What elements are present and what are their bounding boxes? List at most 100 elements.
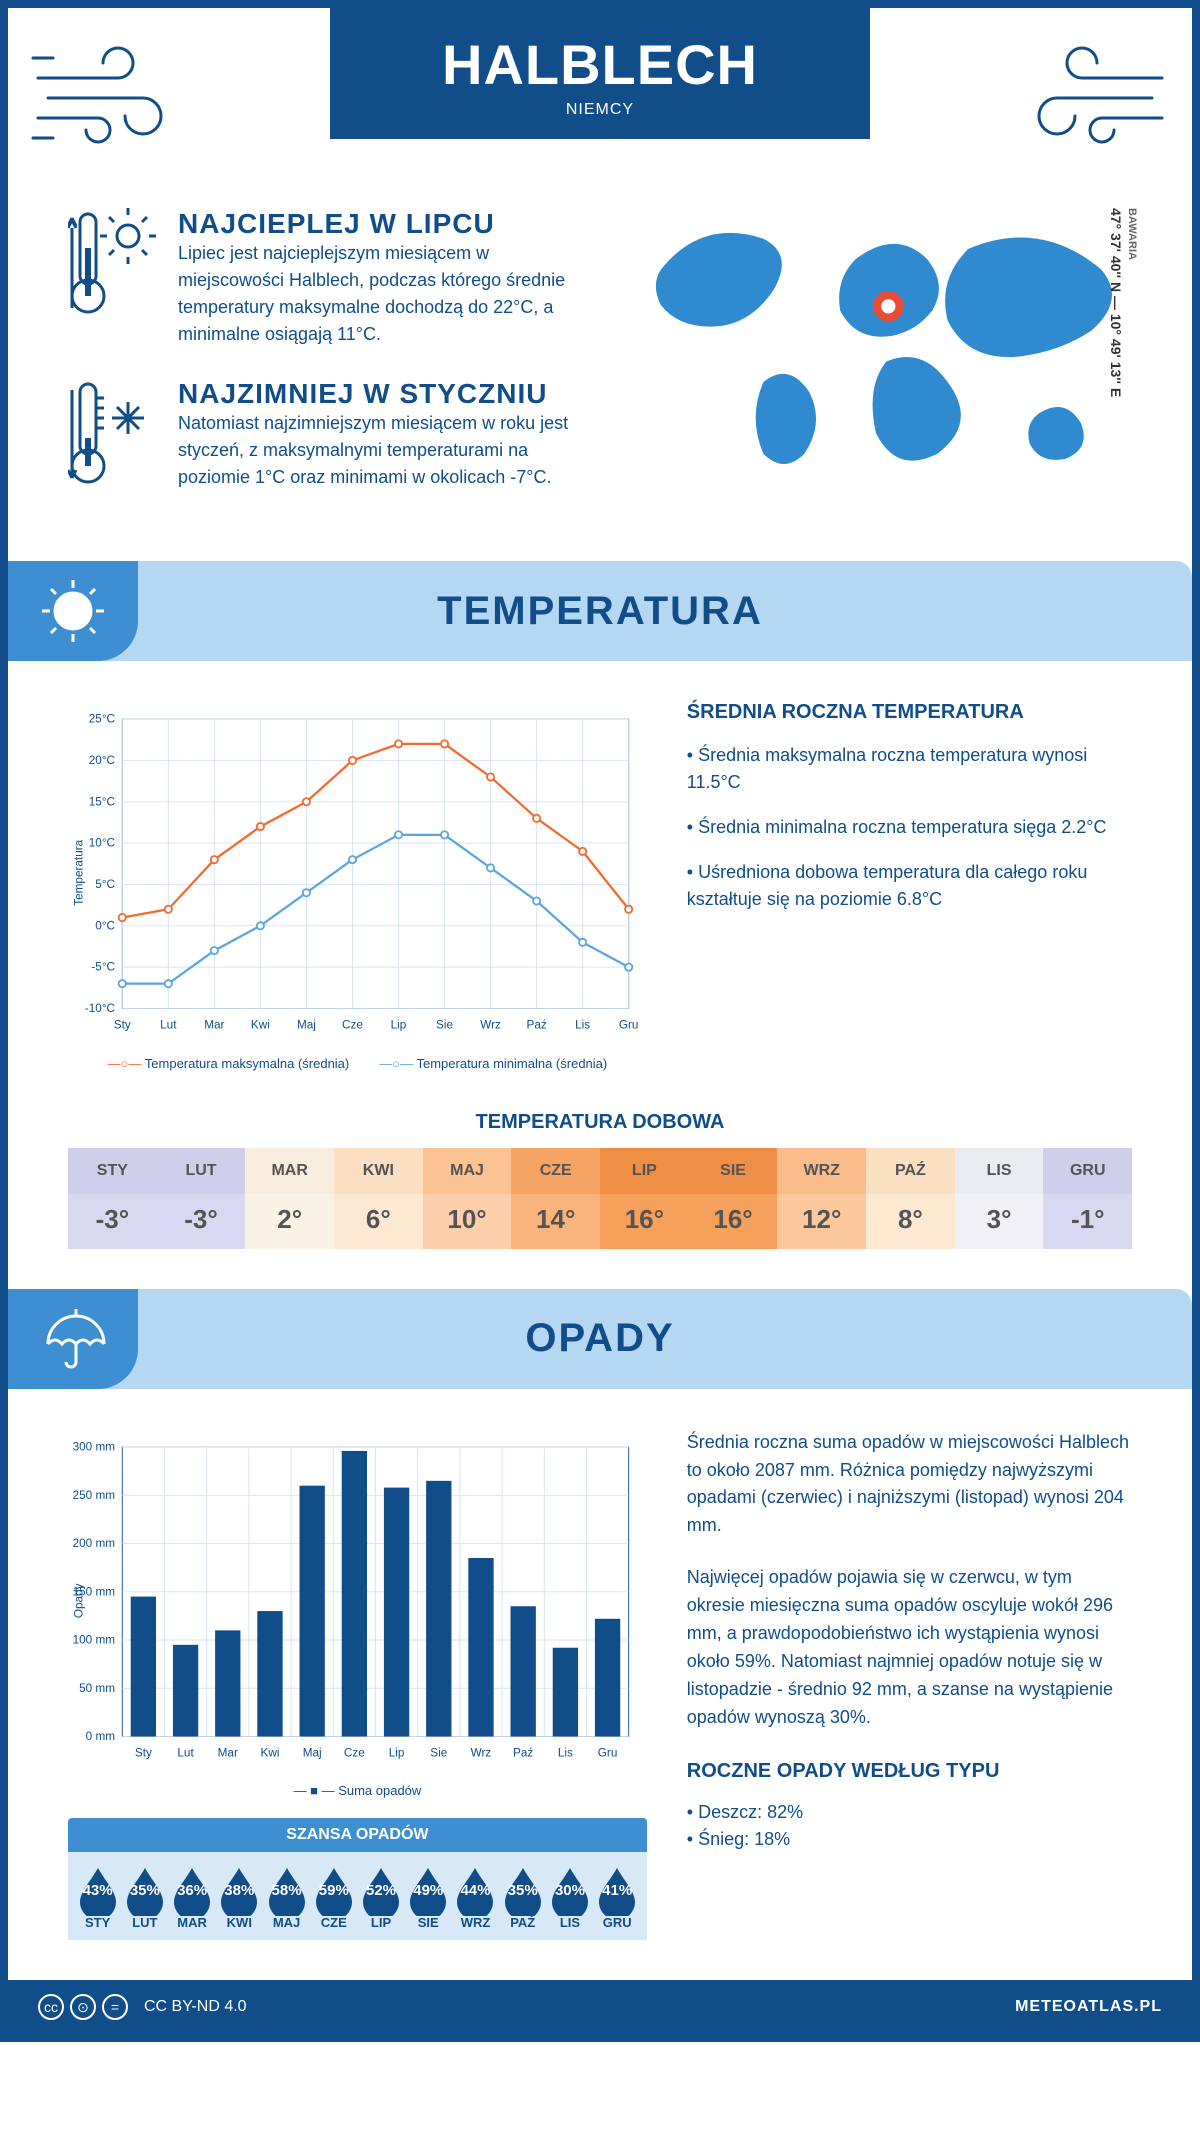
temperature-summary: ŚREDNIA ROCZNA TEMPERATURA Średnia maksy… xyxy=(687,701,1132,1071)
svg-text:0 mm: 0 mm xyxy=(86,1730,116,1743)
svg-text:Wrz: Wrz xyxy=(471,1746,492,1759)
intro-text-column: NAJCIEPLEJ W LIPCU Lipiec jest najcieple… xyxy=(68,208,580,521)
city-title: HALBLECH xyxy=(340,32,860,97)
chance-col: 36%MAR xyxy=(168,1866,215,1930)
svg-text:-10°C: -10°C xyxy=(85,1002,116,1015)
svg-text:Gru: Gru xyxy=(619,1018,639,1031)
sun-icon xyxy=(8,561,138,661)
svg-text:Lip: Lip xyxy=(389,1746,405,1759)
annual-temp-line1: Średnia maksymalna roczna temperatura wy… xyxy=(687,742,1132,796)
chance-col: 58%MAJ xyxy=(263,1866,310,1930)
coords-value: 47° 37' 40'' N — 10° 49' 13'' E xyxy=(1108,208,1124,397)
precip-snow: • Śnieg: 18% xyxy=(687,1826,1132,1854)
daily-col: MAJ10° xyxy=(423,1148,512,1249)
svg-text:Mar: Mar xyxy=(218,1746,238,1759)
svg-text:Kwi: Kwi xyxy=(251,1018,270,1031)
daily-col: MAR2° xyxy=(245,1148,334,1249)
title-banner: HALBLECH NIEMCY xyxy=(330,8,870,139)
annual-temp-line3: Uśredniona dobowa temperatura dla całego… xyxy=(687,859,1132,913)
svg-text:Lis: Lis xyxy=(575,1018,590,1031)
svg-text:100 mm: 100 mm xyxy=(73,1633,116,1646)
wind-decoration-left-icon xyxy=(28,28,208,153)
site-name: METEOATLAS.PL xyxy=(1015,1998,1162,2016)
svg-text:50 mm: 50 mm xyxy=(79,1681,115,1694)
daily-col: LIP16° xyxy=(600,1148,689,1249)
svg-text:Maj: Maj xyxy=(303,1746,322,1759)
precipitation-section-header: OPADY xyxy=(8,1289,1192,1389)
svg-text:15°C: 15°C xyxy=(89,795,116,808)
svg-text:Temperatura: Temperatura xyxy=(72,839,85,905)
precipitation-chance-panel: SZANSA OPADÓW 43%STY35%LUT36%MAR38%KWI58… xyxy=(68,1818,647,1940)
chance-row: 43%STY35%LUT36%MAR38%KWI58%MAJ59%CZE52%L… xyxy=(68,1852,647,1940)
svg-text:250 mm: 250 mm xyxy=(73,1489,116,1502)
precip-paragraph-1: Średnia roczna suma opadów w miejscowośc… xyxy=(687,1429,1132,1541)
svg-text:Maj: Maj xyxy=(297,1018,316,1031)
daily-col: GRU-1° xyxy=(1043,1148,1132,1249)
chance-col: 43%STY xyxy=(74,1866,121,1930)
chance-col: 35%PAŹ xyxy=(499,1866,546,1930)
warmest-title: NAJCIEPLEJ W LIPCU xyxy=(178,208,580,240)
coordinates-label: BAWARIA 47° 37' 40'' N — 10° 49' 13'' E xyxy=(1108,208,1140,397)
precipitation-title: OPADY xyxy=(525,1316,674,1361)
coldest-title: NAJZIMNIEJ W STYCZNIU xyxy=(178,378,580,410)
temperature-body: -10°C-5°C0°C5°C10°C15°C20°C25°CStyLutMar… xyxy=(8,681,1192,1081)
region-label: BAWARIA xyxy=(1126,208,1138,260)
warmest-text: Lipiec jest najcieplejszym miesiącem w m… xyxy=(178,240,580,348)
precip-paragraph-2: Najwięcej opadów pojawia się w czerwcu, … xyxy=(687,1564,1132,1731)
daily-col: SIE16° xyxy=(689,1148,778,1249)
legend-min: Temperatura minimalna (średnia) xyxy=(379,1056,607,1071)
svg-text:0°C: 0°C xyxy=(95,919,115,932)
precipitation-bar-chart: 0 mm50 mm100 mm150 mm200 mm250 mm300 mmS… xyxy=(68,1429,647,1773)
annual-temp-title: ŚREDNIA ROCZNA TEMPERATURA xyxy=(687,701,1132,724)
svg-text:20°C: 20°C xyxy=(89,754,116,767)
daily-col: PAŹ8° xyxy=(866,1148,955,1249)
svg-text:Lut: Lut xyxy=(160,1018,177,1031)
daily-col: STY-3° xyxy=(68,1148,157,1249)
svg-text:Lip: Lip xyxy=(391,1018,407,1031)
svg-text:Gru: Gru xyxy=(598,1746,618,1759)
wind-decoration-right-icon xyxy=(992,28,1172,153)
daily-col: KWI6° xyxy=(334,1148,423,1249)
map-column: BAWARIA 47° 37' 40'' N — 10° 49' 13'' E xyxy=(620,208,1132,521)
daily-temp-table: STY-3°LUT-3°MAR2°KWI6°MAJ10°CZE14°LIP16°… xyxy=(68,1148,1132,1249)
precipitation-body: 0 mm50 mm100 mm150 mm200 mm250 mm300 mmS… xyxy=(8,1409,1192,1951)
svg-text:200 mm: 200 mm xyxy=(73,1537,116,1550)
chance-col: 38%KWI xyxy=(216,1866,263,1930)
umbrella-icon xyxy=(8,1289,138,1389)
temperature-chart: -10°C-5°C0°C5°C10°C15°C20°C25°CStyLutMar… xyxy=(68,701,647,1071)
country-subtitle: NIEMCY xyxy=(340,101,860,119)
svg-text:Sty: Sty xyxy=(135,1746,152,1759)
svg-text:Paź: Paź xyxy=(513,1746,533,1759)
thermometer-snow-icon xyxy=(68,378,158,488)
svg-text:5°C: 5°C xyxy=(95,878,115,891)
temperature-legend: Temperatura maksymalna (średnia) Tempera… xyxy=(68,1056,647,1071)
svg-text:Wrz: Wrz xyxy=(480,1018,501,1031)
daily-col: LIS3° xyxy=(955,1148,1044,1249)
precipitation-chart-column: 0 mm50 mm100 mm150 mm200 mm250 mm300 mmS… xyxy=(68,1429,647,1941)
coldest-block: NAJZIMNIEJ W STYCZNIU Natomiast najzimni… xyxy=(68,378,580,491)
precipitation-legend: ■ Suma opadów xyxy=(68,1783,647,1798)
header-bar: HALBLECH NIEMCY xyxy=(8,8,1192,188)
svg-text:Paź: Paź xyxy=(526,1018,546,1031)
chance-col: 49%SIE xyxy=(405,1866,452,1930)
nd-icon: = xyxy=(102,1994,128,2020)
by-icon: ⊙ xyxy=(70,1994,96,2020)
svg-text:Lis: Lis xyxy=(558,1746,573,1759)
chance-col: 44%WRZ xyxy=(452,1866,499,1930)
intro-row: NAJCIEPLEJ W LIPCU Lipiec jest najcieple… xyxy=(8,188,1192,561)
footer: cc ⊙ = CC BY-ND 4.0 METEOATLAS.PL xyxy=(8,1980,1192,2034)
chance-col: 35%LUT xyxy=(121,1866,168,1930)
chance-col: 59%CZE xyxy=(310,1866,357,1930)
chance-col: 30%LIS xyxy=(546,1866,593,1930)
chance-col: 41%GRU xyxy=(594,1866,641,1930)
annual-temp-line2: Średnia minimalna roczna temperatura się… xyxy=(687,814,1132,841)
svg-text:Mar: Mar xyxy=(204,1018,224,1031)
daily-col: CZE14° xyxy=(511,1148,600,1249)
thermometer-sun-icon xyxy=(68,208,158,318)
svg-text:300 mm: 300 mm xyxy=(73,1440,116,1453)
precip-type-title: ROCZNE OPADY WEDŁUG TYPU xyxy=(687,1756,1132,1787)
svg-text:Cze: Cze xyxy=(344,1746,365,1759)
temperature-title: TEMPERATURA xyxy=(437,589,763,634)
chance-col: 52%LIP xyxy=(357,1866,404,1930)
legend-max: Temperatura maksymalna (średnia) xyxy=(108,1056,350,1071)
